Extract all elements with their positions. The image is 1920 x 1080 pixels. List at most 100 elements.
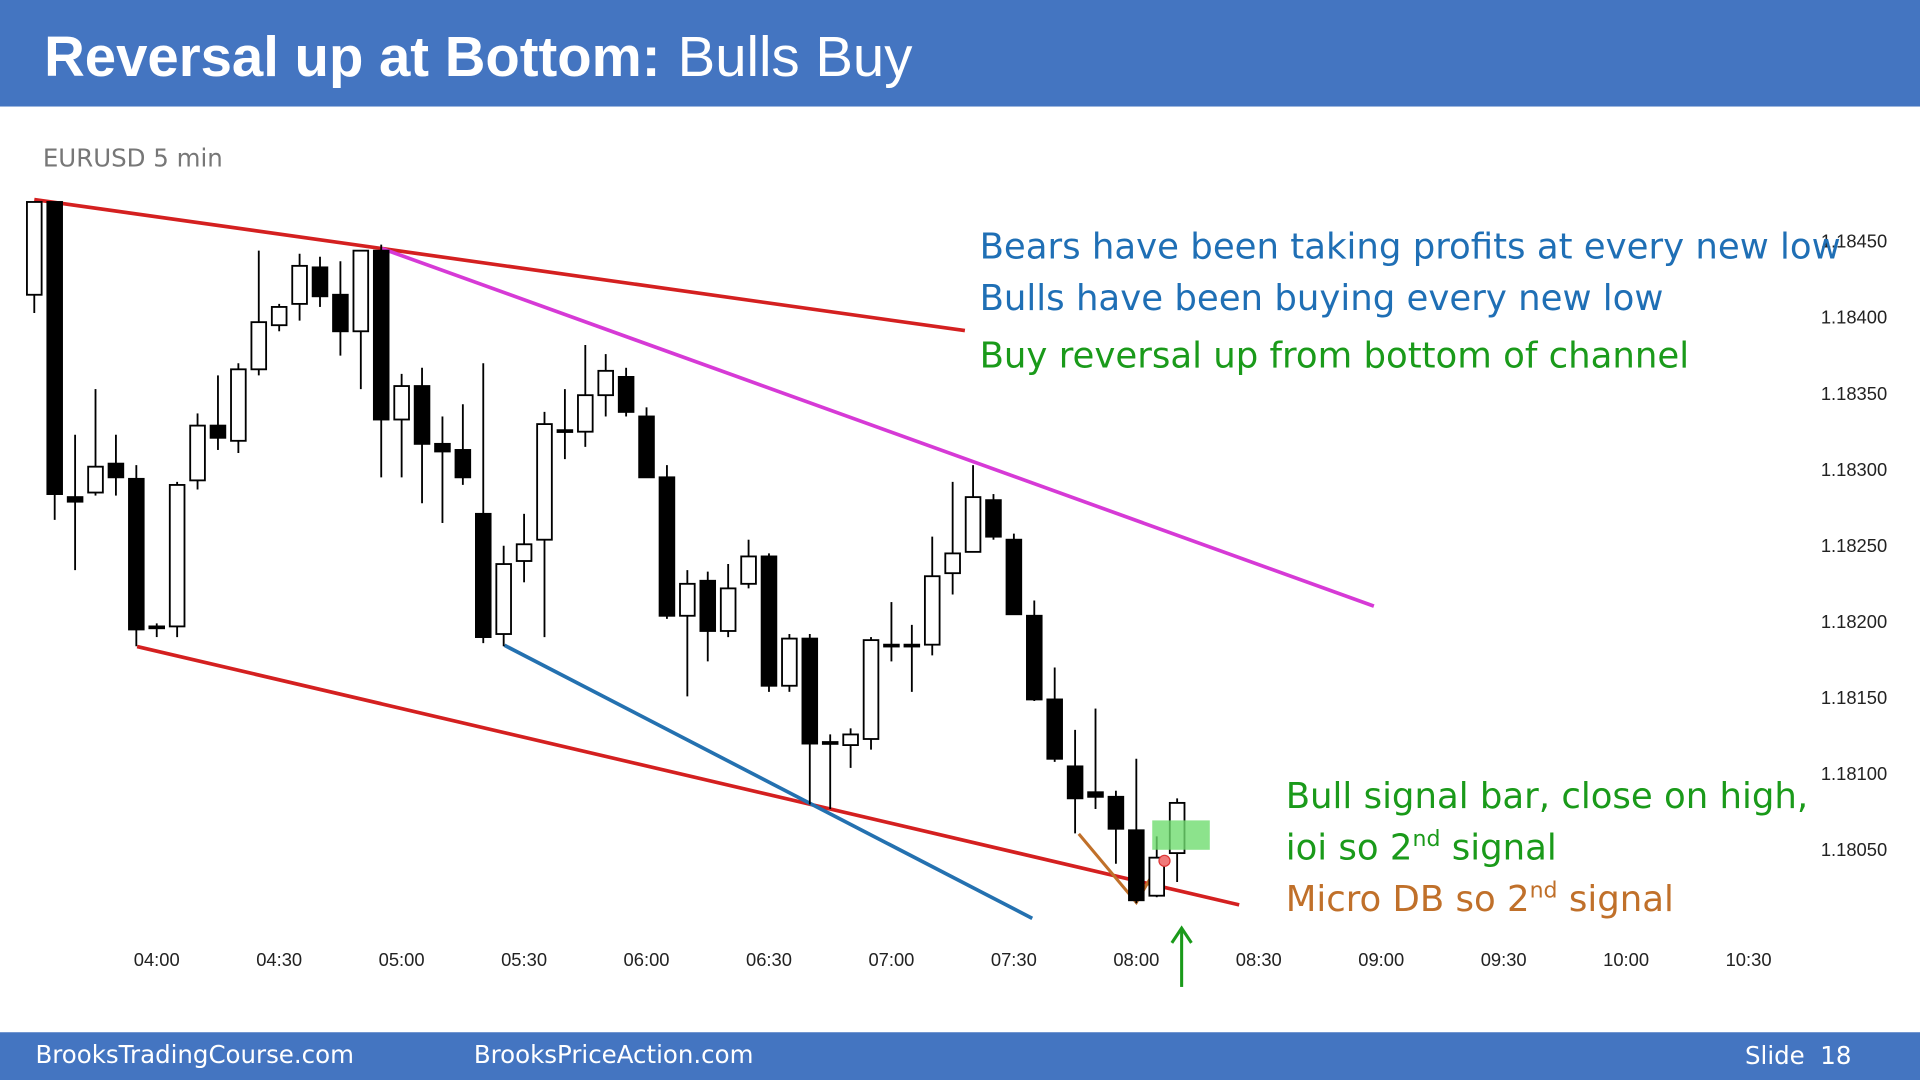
x-tick-label: 07:00 xyxy=(868,949,914,970)
candle xyxy=(1046,667,1063,762)
candle xyxy=(270,303,288,332)
x-tick-label: 09:00 xyxy=(1358,949,1404,970)
candle-body xyxy=(801,637,819,745)
candle xyxy=(1128,758,1145,904)
candles xyxy=(26,201,1186,904)
candle xyxy=(87,389,104,496)
candle-body xyxy=(495,563,512,635)
candle xyxy=(658,465,676,619)
candle xyxy=(209,375,227,450)
candle xyxy=(393,373,410,478)
candle-body xyxy=(719,587,737,632)
candle-body xyxy=(1148,856,1166,897)
candle-body xyxy=(250,321,268,371)
candle-body xyxy=(556,429,574,433)
candle-body xyxy=(1026,614,1043,701)
candle-body xyxy=(474,512,492,638)
candle-body xyxy=(46,201,63,495)
annotation-text: Bulls have been buying every new low xyxy=(980,278,1664,319)
candle xyxy=(434,416,451,523)
trend-lines xyxy=(34,197,1375,920)
candle-body xyxy=(189,424,206,482)
candle-body xyxy=(66,496,84,503)
annotation: Buy reversal up from bottom of channel xyxy=(980,335,1690,376)
annotation-text: signal xyxy=(1440,828,1556,869)
candle xyxy=(352,249,370,390)
candle-body xyxy=(842,733,859,747)
lower-channel-line xyxy=(136,644,1240,907)
candle xyxy=(168,481,186,638)
candle-body xyxy=(1005,538,1023,616)
candle-body xyxy=(1128,829,1145,902)
annotation-text: ioi so 2 xyxy=(1286,828,1413,869)
candle-body xyxy=(352,249,370,333)
blue-trend-line xyxy=(503,643,1034,920)
candle xyxy=(495,545,512,647)
candle-body xyxy=(699,579,717,632)
candle-body xyxy=(128,477,145,631)
x-tick-label: 09:30 xyxy=(1481,949,1527,970)
candle-body xyxy=(311,266,329,298)
annotation-superscript: nd xyxy=(1530,879,1558,904)
candle xyxy=(923,536,941,656)
candle-body xyxy=(413,385,431,445)
x-tick-label: 10:00 xyxy=(1603,949,1649,970)
candle xyxy=(985,494,1002,540)
candle xyxy=(332,261,349,356)
candle-body xyxy=(270,306,288,327)
bear-trend-line xyxy=(381,246,1375,608)
annotation-text: Buy reversal up from bottom of channel xyxy=(980,335,1690,376)
annotation: Bull signal bar, close on high, xyxy=(1286,776,1809,817)
candle-body xyxy=(597,369,614,397)
candle-body xyxy=(760,555,778,687)
candle-body xyxy=(944,552,961,575)
x-tick-label: 04:30 xyxy=(256,949,302,970)
annotation-text: Bears have been taking profits at every … xyxy=(980,226,1841,267)
candle xyxy=(454,404,472,485)
candle-body xyxy=(577,394,594,433)
x-tick-label: 08:30 xyxy=(1236,949,1282,970)
candle-body xyxy=(781,637,798,687)
y-tick-label: 1.18350 xyxy=(1821,383,1887,404)
candle xyxy=(556,389,574,460)
candle xyxy=(1026,600,1043,701)
candle-body xyxy=(230,368,247,442)
candle xyxy=(413,367,431,504)
title-rest: Bulls Buy xyxy=(678,25,914,88)
candle xyxy=(883,602,900,662)
candle-body xyxy=(168,484,186,628)
annotation: ioi so 2nd signal xyxy=(1286,827,1557,868)
candle xyxy=(515,513,533,583)
y-tick-label: 1.18200 xyxy=(1821,611,1887,632)
candle-body xyxy=(1046,698,1063,760)
annotation: Bulls have been buying every new low xyxy=(980,278,1664,319)
candle xyxy=(679,570,696,697)
candle xyxy=(372,244,390,478)
candle xyxy=(128,465,145,647)
candle-body xyxy=(679,582,696,617)
upper-channel-line xyxy=(34,197,966,333)
candle-body xyxy=(148,625,165,630)
candle xyxy=(903,624,921,692)
x-tick-label: 10:30 xyxy=(1726,949,1772,970)
candle-body xyxy=(1066,765,1084,800)
candle xyxy=(760,553,778,692)
candle xyxy=(699,571,717,662)
candle-body xyxy=(821,741,839,745)
candle xyxy=(107,434,125,496)
candle-body xyxy=(107,462,125,479)
annotation: Micro DB so 2nd signal xyxy=(1286,879,1674,920)
x-tick-label: 08:00 xyxy=(1113,949,1159,970)
candle-body xyxy=(393,385,410,421)
annotation-superscript: nd xyxy=(1413,827,1441,852)
micro-double-bottom xyxy=(1077,832,1160,906)
candle xyxy=(740,539,757,589)
annotation-text: Micro DB so 2 xyxy=(1286,879,1530,920)
candle xyxy=(597,354,614,417)
candle xyxy=(964,465,982,553)
buy-arrow xyxy=(1170,925,1193,987)
arrow-head xyxy=(1170,925,1193,944)
candle-body xyxy=(903,643,921,648)
